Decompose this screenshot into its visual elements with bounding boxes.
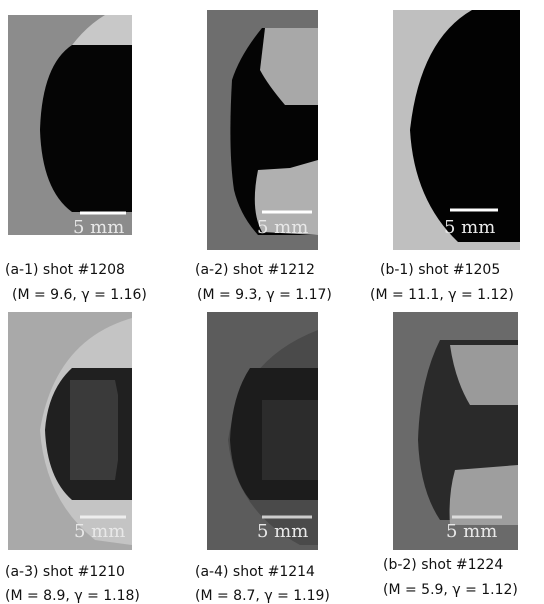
panel-label: (b-1) shot #1205 [380, 262, 500, 278]
panel-label: (a-4) shot #1214 [195, 564, 315, 580]
panel-label: (a-3) shot #1210 [5, 564, 125, 580]
scale-label: 5 mm [74, 521, 125, 542]
panel-label: (a-2) shot #1212 [195, 262, 315, 278]
scale-label: 5 mm [73, 217, 124, 238]
scale-label: 5 mm [257, 217, 308, 238]
image-b2: 5 mm [393, 312, 518, 550]
panel-params: (M = 9.3, γ = 1.17) [197, 287, 332, 303]
scale-label: 5 mm [444, 217, 495, 238]
panel-params: (M = 8.9, γ = 1.18) [5, 588, 140, 604]
image-a3: 5 mm [8, 312, 132, 550]
figure: 5 mm 5 mm 5 mm 5 mm 5 mm [0, 0, 544, 604]
panel-label: (b-2) shot #1224 [383, 557, 503, 573]
panel-params: (M = 8.7, γ = 1.19) [195, 588, 330, 604]
image-a2: 5 mm [207, 10, 318, 250]
panel-params: (M = 11.1, γ = 1.12) [370, 287, 514, 303]
scale-label: 5 mm [257, 521, 308, 542]
panel-params: (M = 5.9, γ = 1.12) [383, 582, 518, 598]
panel-label: (a-1) shot #1208 [5, 262, 125, 278]
image-b1: 5 mm [393, 10, 520, 250]
panel-params: (M = 9.6, γ = 1.16) [12, 287, 147, 303]
image-a1: 5 mm [8, 15, 132, 238]
scale-label: 5 mm [446, 521, 497, 542]
image-a4: 5 mm [207, 312, 318, 550]
